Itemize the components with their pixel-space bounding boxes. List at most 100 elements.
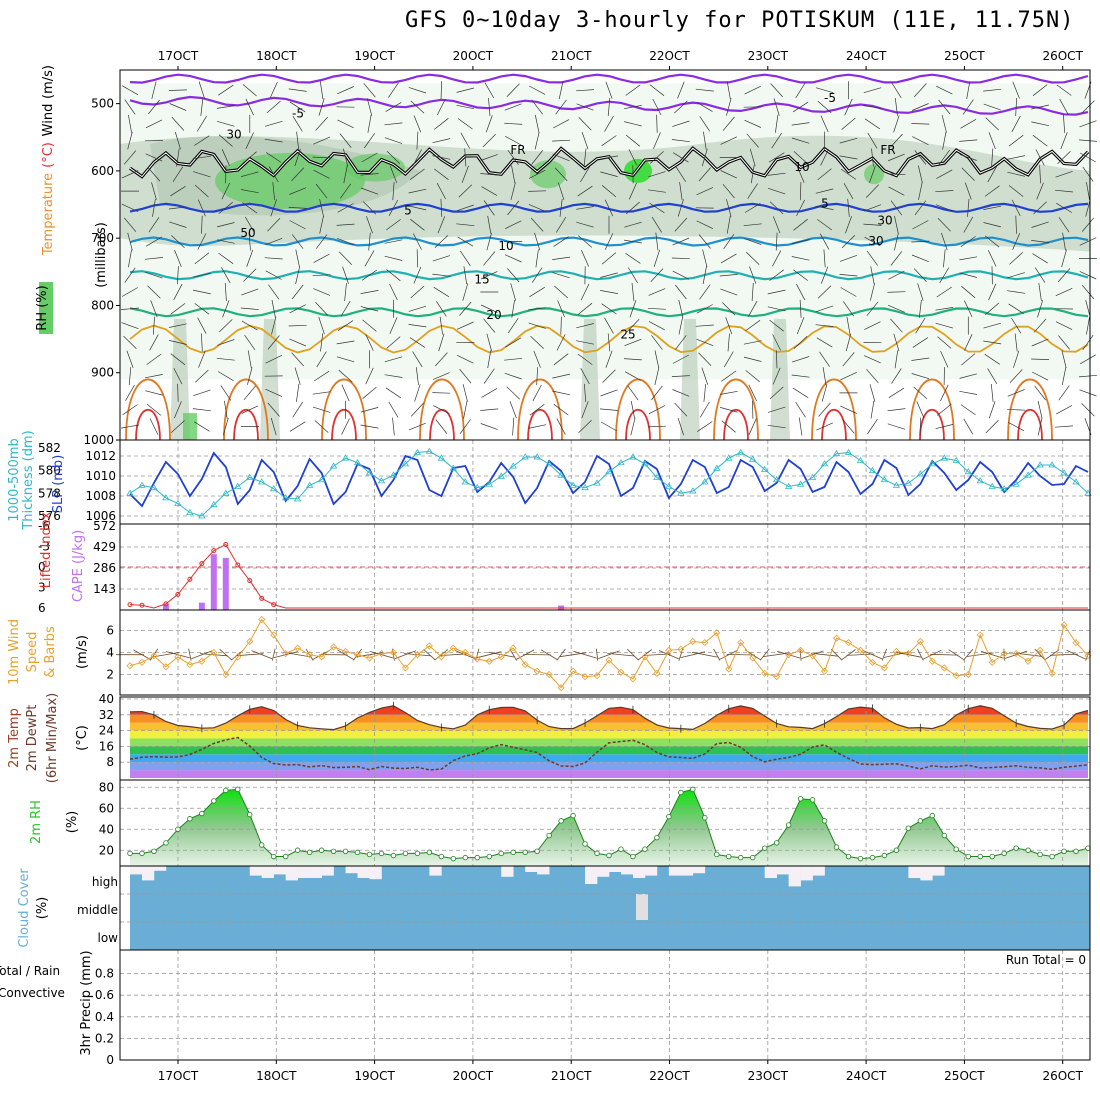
- wind-barb: [722, 183, 735, 199]
- wind-barb: [815, 188, 834, 194]
- wind-barb: [171, 116, 185, 131]
- wind-barb: [894, 215, 899, 234]
- wind-barb: [128, 114, 132, 133]
- rh-shade-70d: [864, 164, 884, 185]
- wind-speed-marker: [306, 651, 314, 659]
- wind-barb: [337, 203, 354, 213]
- wind-barb-10m: [595, 648, 599, 661]
- wind-barb: [654, 350, 660, 369]
- slp-axis-label: SLP (mb): [51, 455, 66, 514]
- thickness-marker: [856, 456, 865, 463]
- wind-barb: [674, 402, 688, 417]
- wind-barb: [531, 99, 543, 115]
- slp-tick-label: 1012: [85, 449, 116, 463]
- temp-band: [130, 705, 1088, 707]
- wind-barb-10m: [191, 650, 213, 660]
- wind-barb: [870, 400, 875, 419]
- wind-barb: [959, 154, 977, 161]
- wind-barb: [267, 218, 281, 232]
- wind-speed-marker: [138, 658, 146, 666]
- wind-barb: [675, 284, 687, 300]
- isotherm-35-loop-2: [331, 409, 357, 441]
- wind-speed-marker: [1000, 650, 1008, 658]
- slp-tick-label: 1008: [85, 489, 116, 503]
- wind-barb: [367, 114, 372, 133]
- wind-barb: [536, 367, 538, 386]
- wind-barb: [675, 166, 687, 182]
- wind-barb-10m: [273, 651, 298, 659]
- isotherm-label: 5: [404, 203, 412, 217]
- wind-barb: [722, 302, 736, 316]
- wind-barb: [221, 182, 231, 200]
- wind-barb: [509, 401, 517, 419]
- wind10-axis-label-3: & Barbs: [43, 626, 58, 678]
- wind-barb: [218, 201, 234, 214]
- wind-barb: [767, 306, 786, 312]
- wind-barb: [198, 81, 205, 99]
- wind-speed-marker: [880, 664, 888, 672]
- wind-barb: [607, 333, 611, 352]
- wind-barb: [504, 254, 522, 263]
- wind-barb: [772, 367, 781, 385]
- wind-barb: [269, 81, 278, 99]
- wind-barb: [625, 253, 641, 264]
- wind-barb: [553, 236, 569, 247]
- wind-barb: [792, 101, 809, 113]
- li-marker: [211, 548, 217, 554]
- wind-barb: [747, 183, 758, 199]
- wind-barb: [1055, 321, 1073, 330]
- wind-barb: [1012, 81, 1020, 99]
- wind-barb: [388, 401, 399, 418]
- wind-barb: [894, 98, 898, 116]
- wind-barb: [1055, 287, 1073, 297]
- wind-barb: [767, 424, 786, 429]
- wind-barb: [480, 271, 498, 280]
- wind-barb: [601, 185, 617, 198]
- wind-speed-marker: [198, 657, 206, 665]
- wind-barb: [270, 417, 277, 436]
- wind-barb: [696, 338, 714, 347]
- rh2m-marker: [462, 854, 468, 861]
- wind-barb: [1007, 272, 1025, 279]
- wind-barb: [673, 152, 689, 163]
- wind-barb: [392, 182, 395, 201]
- wind-barb: [315, 116, 328, 131]
- wind-barb: [796, 317, 805, 335]
- wind-speed-marker: [1048, 669, 1056, 677]
- wind-barb: [312, 391, 331, 395]
- wind-barb: [291, 167, 305, 182]
- wind-barb: [507, 268, 520, 283]
- wind-barb: [557, 300, 565, 318]
- wind-speed-marker: [234, 653, 242, 661]
- cloud-clear-high: [130, 866, 143, 875]
- rh2m-marker: [570, 812, 576, 819]
- wind-barb: [1007, 408, 1026, 411]
- wind-barb: [964, 300, 973, 318]
- wind-barb: [888, 186, 905, 196]
- thickness-marker: [844, 448, 853, 455]
- wind-speed-marker: [377, 650, 386, 658]
- rh2m-marker: [630, 853, 636, 860]
- wind-barb: [628, 149, 638, 166]
- wind-speed-line: [129, 618, 1089, 689]
- wind-barb: [846, 316, 851, 335]
- wind-barb: [337, 86, 354, 95]
- wind-barb: [864, 321, 881, 330]
- rh2m-marker: [845, 853, 852, 860]
- cape-tick-label: 572: [93, 519, 116, 533]
- pressure-tick-label: 600: [91, 164, 114, 178]
- wind-barb: [791, 256, 810, 261]
- wind-barb: [1058, 217, 1070, 233]
- pressure-tick-label: 500: [91, 97, 114, 111]
- wind-barb: [888, 387, 905, 398]
- precip-axis-label: 3hr Precip (mm): [79, 950, 94, 1055]
- wind-barb: [964, 334, 973, 351]
- cloud-clear-high: [788, 866, 801, 887]
- wind-barb: [512, 417, 515, 436]
- wind-barb: [695, 88, 714, 92]
- wind-barb: [745, 251, 760, 265]
- cloud-clear-high: [932, 866, 945, 876]
- wind-barb: [891, 368, 902, 384]
- wind-barb: [654, 367, 660, 385]
- wind-barb: [815, 205, 834, 210]
